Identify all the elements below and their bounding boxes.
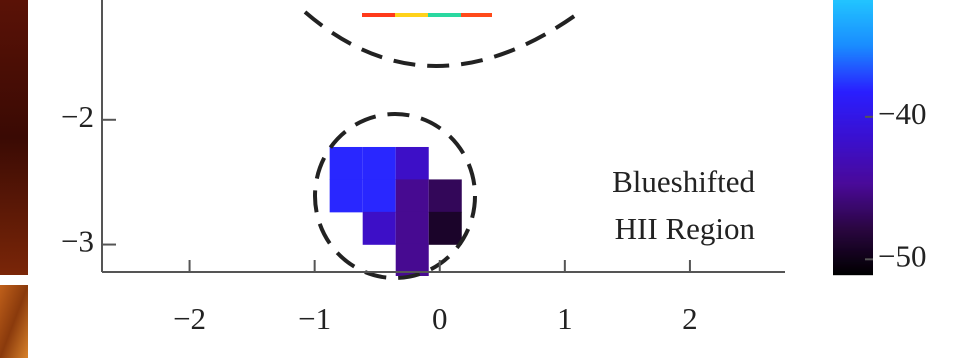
neighbor-panel: [0, 285, 28, 358]
rainbow-segment: [362, 13, 492, 17]
annotation: Blueshifted: [612, 164, 755, 199]
pixel: [396, 179, 429, 212]
x-tick-label: 1: [557, 301, 573, 336]
pixel: [363, 212, 396, 245]
x-tick-label: −2: [173, 301, 206, 336]
pixel: [330, 147, 363, 180]
y-tick-label: −3: [61, 224, 94, 259]
pixel: [363, 179, 396, 212]
annotation: HII Region: [615, 211, 756, 246]
pixel: [363, 147, 396, 180]
pixel: [396, 147, 429, 180]
pixel: [330, 179, 363, 212]
colorbar-tick-label: −50: [878, 238, 926, 273]
neighbor-panel: [0, 0, 28, 275]
colorbar-strip: [833, 0, 873, 1]
colorbar-tick-label: −40: [878, 96, 926, 131]
x-tick-label: 2: [682, 301, 698, 336]
dashed-region: [305, 12, 580, 66]
x-tick-label: 0: [432, 301, 448, 336]
figure: Blueshifted HII Region −40 −50 −2 −1 0 1 2 −2 −…: [0, 0, 966, 358]
x-tick-label: −1: [298, 301, 331, 336]
pixel: [429, 212, 462, 245]
pixel: [396, 212, 429, 245]
pixel: [429, 179, 462, 212]
y-tick-label: −2: [61, 99, 94, 134]
